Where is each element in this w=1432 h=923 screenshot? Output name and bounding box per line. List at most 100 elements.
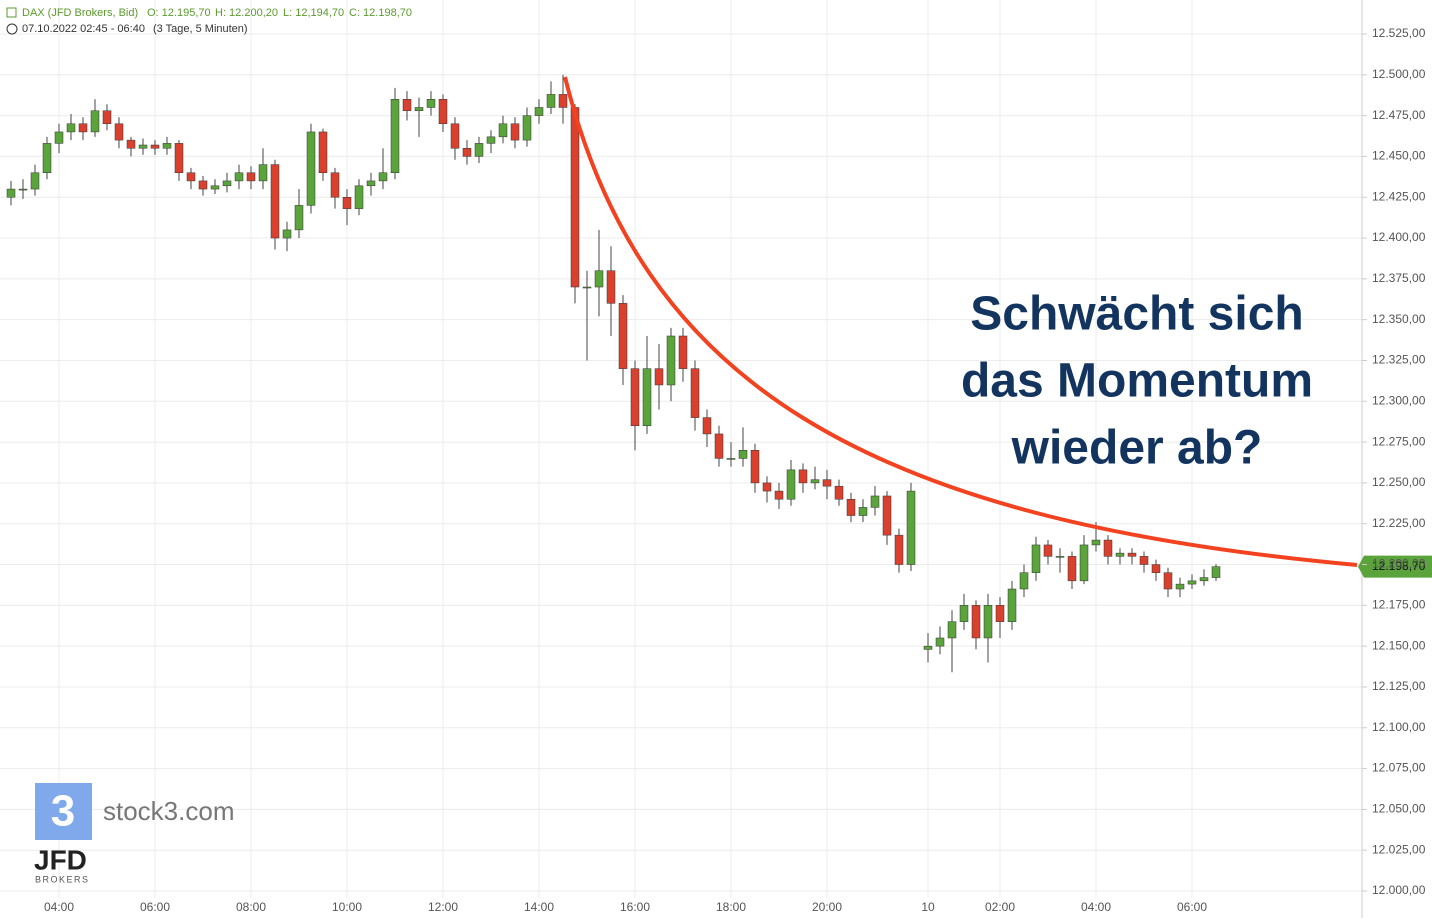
candle-body xyxy=(414,107,424,111)
candle-body xyxy=(30,172,40,190)
symbol-icon xyxy=(6,7,17,18)
candle-body xyxy=(947,621,957,639)
candle-body xyxy=(983,605,993,639)
candle-body xyxy=(606,270,616,304)
logo-site: stock3.com xyxy=(103,796,235,826)
candle-body xyxy=(882,495,892,536)
ohlc-low: L: 12,194,70 xyxy=(283,7,344,19)
candle-body xyxy=(198,180,208,190)
candle-body xyxy=(1175,583,1185,590)
candle-body xyxy=(906,490,916,565)
candle-body xyxy=(678,335,688,369)
y-tick-label: 12.075,00 xyxy=(1372,761,1426,775)
candle-body xyxy=(246,172,256,182)
candle-body xyxy=(1115,552,1125,557)
date-range: 07.10.2022 02:45 - 06:40 xyxy=(22,23,145,35)
y-tick-label: 12.300,00 xyxy=(1372,393,1426,407)
candle-body xyxy=(666,335,676,386)
x-tick-label: 10 xyxy=(921,900,935,914)
annotation-line: wieder ab? xyxy=(1011,422,1263,475)
candle-body xyxy=(810,479,820,484)
candle-body xyxy=(438,99,448,125)
candle-body xyxy=(1103,539,1113,557)
candle-body xyxy=(690,368,700,418)
candle-body xyxy=(426,99,436,108)
candle-body xyxy=(546,94,556,108)
candle-body xyxy=(1055,556,1065,558)
x-tick-label: 04:00 xyxy=(1081,900,1111,914)
x-tick-label: 08:00 xyxy=(236,900,266,914)
candle-body xyxy=(630,368,640,427)
candle-body xyxy=(174,143,184,174)
price-label-text: 12.198,70 xyxy=(1372,559,1426,573)
candle-body xyxy=(1127,552,1137,557)
x-tick-label: 20:00 xyxy=(812,900,842,914)
candle-body xyxy=(1031,544,1041,573)
candle-body xyxy=(1211,566,1221,578)
candle-body xyxy=(102,110,112,125)
x-tick-label: 18:00 xyxy=(716,900,746,914)
candle-body xyxy=(1151,564,1161,573)
candle-body xyxy=(1199,577,1209,582)
candle-body xyxy=(1163,572,1173,590)
y-tick-label: 12.400,00 xyxy=(1372,230,1426,244)
x-tick-label: 10:00 xyxy=(332,900,362,914)
candle-body xyxy=(774,490,784,500)
candle-body xyxy=(126,139,136,149)
candle-body xyxy=(786,469,796,500)
candle-body xyxy=(1043,544,1053,557)
clock-icon xyxy=(6,23,18,35)
candle-body xyxy=(870,495,880,508)
trend-curve xyxy=(563,76,1358,567)
candle-body xyxy=(894,534,904,565)
candle-body xyxy=(1139,556,1149,565)
y-tick-label: 12.525,00 xyxy=(1372,26,1426,40)
candle-body xyxy=(306,131,316,206)
candle-body xyxy=(138,144,148,149)
ohlc-high: H: 12.200,20 xyxy=(215,7,278,19)
y-tick-label: 12.375,00 xyxy=(1372,271,1426,285)
candle-body xyxy=(1007,588,1017,622)
price-label-box xyxy=(1358,555,1432,578)
logo-box xyxy=(35,783,92,840)
candle-body xyxy=(1187,580,1197,585)
candle-body xyxy=(1079,544,1089,582)
y-tick-label: 12.000,00 xyxy=(1372,883,1426,897)
y-tick-label: 12.500,00 xyxy=(1372,67,1426,81)
annotation-line: Schwächt sich xyxy=(970,288,1303,341)
candle-body xyxy=(750,450,760,484)
annotation-line: das Momentum xyxy=(961,355,1313,408)
candle-body xyxy=(923,645,933,650)
broker: JFD xyxy=(34,844,87,875)
candle-body xyxy=(6,188,16,198)
symbol: DAX (JFD Brokers, Bid) xyxy=(22,7,138,19)
candle-body xyxy=(726,458,736,460)
candle-body xyxy=(798,469,808,484)
candle-body xyxy=(462,148,472,157)
header: DAX (JFD Brokers, Bid) O: 12.195,70 H: 1… xyxy=(6,7,412,35)
x-tick-label: 14:00 xyxy=(524,900,554,914)
candle-body xyxy=(971,605,981,639)
annotation: Schwächt sich das Momentum wieder ab? xyxy=(961,288,1313,475)
y-tick-label: 12.225,00 xyxy=(1372,516,1426,530)
x-tick-label: 12:00 xyxy=(428,900,458,914)
candle-body xyxy=(498,123,508,138)
x-tick-label: 06:00 xyxy=(1177,900,1207,914)
x-tick-label: 16:00 xyxy=(620,900,650,914)
y-tick-label: 12.425,00 xyxy=(1372,189,1426,203)
candle-body xyxy=(1091,539,1101,546)
x-tick-label: 02:00 xyxy=(985,900,1015,914)
x-tick-label: 06:00 xyxy=(140,900,170,914)
y-tick-label: 12.150,00 xyxy=(1372,638,1426,652)
candle-body xyxy=(762,482,772,492)
candle-body xyxy=(582,286,592,289)
logo-digit: 3 xyxy=(51,787,75,836)
candle-body xyxy=(738,450,748,459)
candle-body xyxy=(234,172,244,182)
candle-body xyxy=(330,172,340,198)
candle-body xyxy=(42,143,52,174)
candle-body xyxy=(558,94,568,108)
candle-body xyxy=(222,180,232,187)
candle-body xyxy=(822,479,832,487)
logo: 3 stock3.com JFD BROKERS xyxy=(34,783,235,884)
